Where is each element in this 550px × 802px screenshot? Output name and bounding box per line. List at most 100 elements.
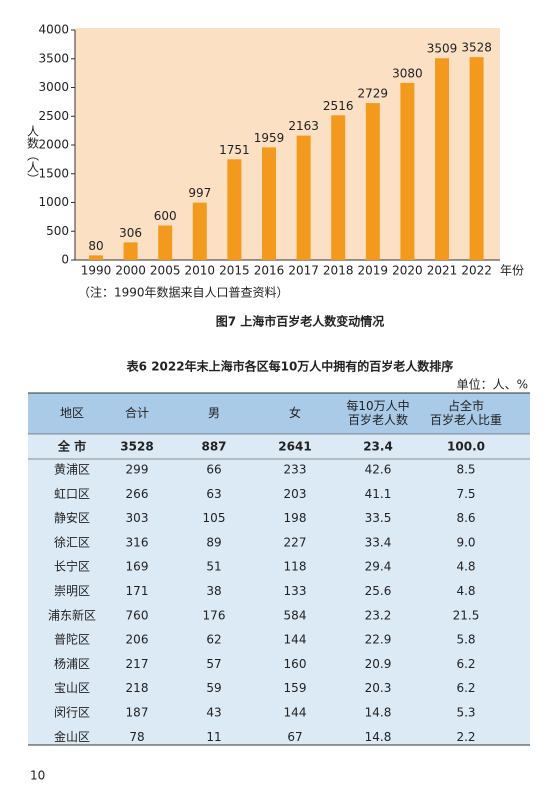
- bar: [227, 159, 242, 260]
- table-cell: 3528: [120, 440, 153, 454]
- table-header-cell: 占全市: [448, 398, 484, 413]
- table-cell: 62: [206, 633, 221, 647]
- table-cell: 144: [284, 633, 307, 647]
- x-tick-label: 2020: [392, 264, 423, 278]
- data-label: 306: [119, 226, 142, 240]
- table-cell: 59: [206, 681, 221, 695]
- table-cell: 20.9: [365, 657, 392, 671]
- table-cell: 760: [126, 608, 149, 622]
- table-cell: 187: [126, 706, 149, 720]
- table-cell: 徐汇区: [54, 534, 90, 549]
- x-axis-label: 年份: [500, 264, 524, 278]
- table-cell: 普陀区: [54, 632, 90, 647]
- table-header-cell: 地区: [60, 406, 84, 420]
- bar: [331, 115, 346, 260]
- table-cell: 33.4: [365, 535, 392, 549]
- table-cell: 100.0: [447, 440, 485, 454]
- y-tick-label: 2000: [38, 138, 69, 152]
- table-cell: 176: [203, 608, 226, 622]
- table-cell: 218: [126, 681, 149, 695]
- table-header-cell: 女: [289, 405, 301, 420]
- table-cell: 584: [284, 608, 307, 622]
- table-cell: 887: [201, 440, 226, 454]
- table-header-bg: [28, 393, 530, 434]
- table-cell: 160: [284, 657, 307, 671]
- table-header-cell: 百岁老人数: [348, 412, 408, 427]
- table-cell: 宝山区: [54, 681, 90, 695]
- table-cell: 299: [126, 463, 149, 477]
- x-tick-label: 2021: [427, 264, 458, 278]
- table-cell: 23.4: [363, 440, 393, 454]
- bar: [296, 135, 311, 260]
- table-cell: 虹口区: [54, 487, 90, 501]
- x-tick-label: 2000: [115, 264, 146, 278]
- data-label: 2729: [358, 87, 389, 101]
- data-label: 600: [154, 209, 177, 223]
- table-cell: 长宁区: [54, 559, 90, 574]
- table-cell: 6.2: [456, 681, 475, 695]
- table-cell: 静安区: [54, 510, 90, 525]
- table-title: 表6 2022年末上海市各区每10万人中拥有的百岁老人数排序: [126, 359, 454, 374]
- data-label: 80: [88, 239, 103, 253]
- y-tick-label: 3500: [38, 51, 69, 65]
- table-cell: 5.8: [456, 633, 475, 647]
- y-tick-label: 0: [61, 253, 69, 267]
- table-cell: 57: [206, 657, 221, 671]
- bar: [262, 147, 276, 260]
- table-cell: 133: [284, 584, 307, 598]
- y-tick-label: 4000: [38, 23, 69, 37]
- table-cell: 303: [126, 511, 149, 525]
- table-cell: 105: [203, 511, 226, 525]
- table-cell: 171: [126, 584, 149, 598]
- bar: [400, 82, 415, 261]
- x-tick-label: 1990: [81, 264, 112, 278]
- table-cell: 14.8: [365, 730, 392, 744]
- table-cell: 38: [206, 584, 221, 598]
- bar: [435, 58, 449, 260]
- table-cell: 25.6: [365, 584, 392, 598]
- table-cell: 6.2: [456, 657, 475, 671]
- table-cell: 5.3: [456, 706, 475, 720]
- bar: [365, 103, 380, 261]
- data-label: 2163: [288, 119, 319, 133]
- table-cell: 78: [129, 730, 144, 744]
- table-cell: 42.6: [365, 463, 392, 477]
- table-cell: 14.8: [365, 706, 392, 720]
- table-cell: 9.0: [456, 535, 475, 549]
- table-cell: 41.1: [365, 487, 392, 501]
- table-cell: 崇明区: [54, 584, 90, 598]
- x-tick-label: 2015: [219, 264, 250, 278]
- x-tick-label: 2018: [323, 264, 354, 278]
- table-cell: 浦东新区: [48, 607, 96, 622]
- y-tick-label: 2500: [38, 109, 69, 123]
- table-cell: 29.4: [365, 560, 392, 574]
- data-label: 3080: [392, 66, 423, 80]
- data-label: 1959: [254, 131, 285, 145]
- y-axis-label: 人数（人）: [26, 125, 40, 185]
- data-label: 2516: [323, 99, 354, 113]
- table-cell: 203: [284, 487, 307, 501]
- x-tick-label: 2022: [461, 264, 492, 278]
- table-cell: 闵行区: [54, 705, 90, 720]
- table-cell: 316: [126, 535, 149, 549]
- table-cell: 266: [126, 487, 149, 501]
- y-tick-label: 1500: [38, 166, 69, 180]
- table-cell: 11: [206, 730, 221, 744]
- bar: [158, 225, 173, 260]
- table-cell: 33.5: [365, 511, 392, 525]
- table-cell: 63: [206, 487, 221, 501]
- x-tick-label: 2005: [150, 264, 181, 278]
- table-cell: 159: [284, 681, 307, 695]
- table-unit: 单位：人、%: [457, 377, 528, 392]
- x-tick-label: 2019: [358, 264, 389, 278]
- table-cell: 217: [126, 657, 149, 671]
- bar: [192, 202, 207, 260]
- data-label: 3528: [461, 41, 492, 55]
- table-cell: 杨浦区: [54, 656, 90, 671]
- table-body-bg: [28, 434, 530, 745]
- table-cell: 2641: [278, 440, 311, 454]
- table-cell: 22.9: [365, 633, 392, 647]
- x-tick-label: 2010: [185, 264, 216, 278]
